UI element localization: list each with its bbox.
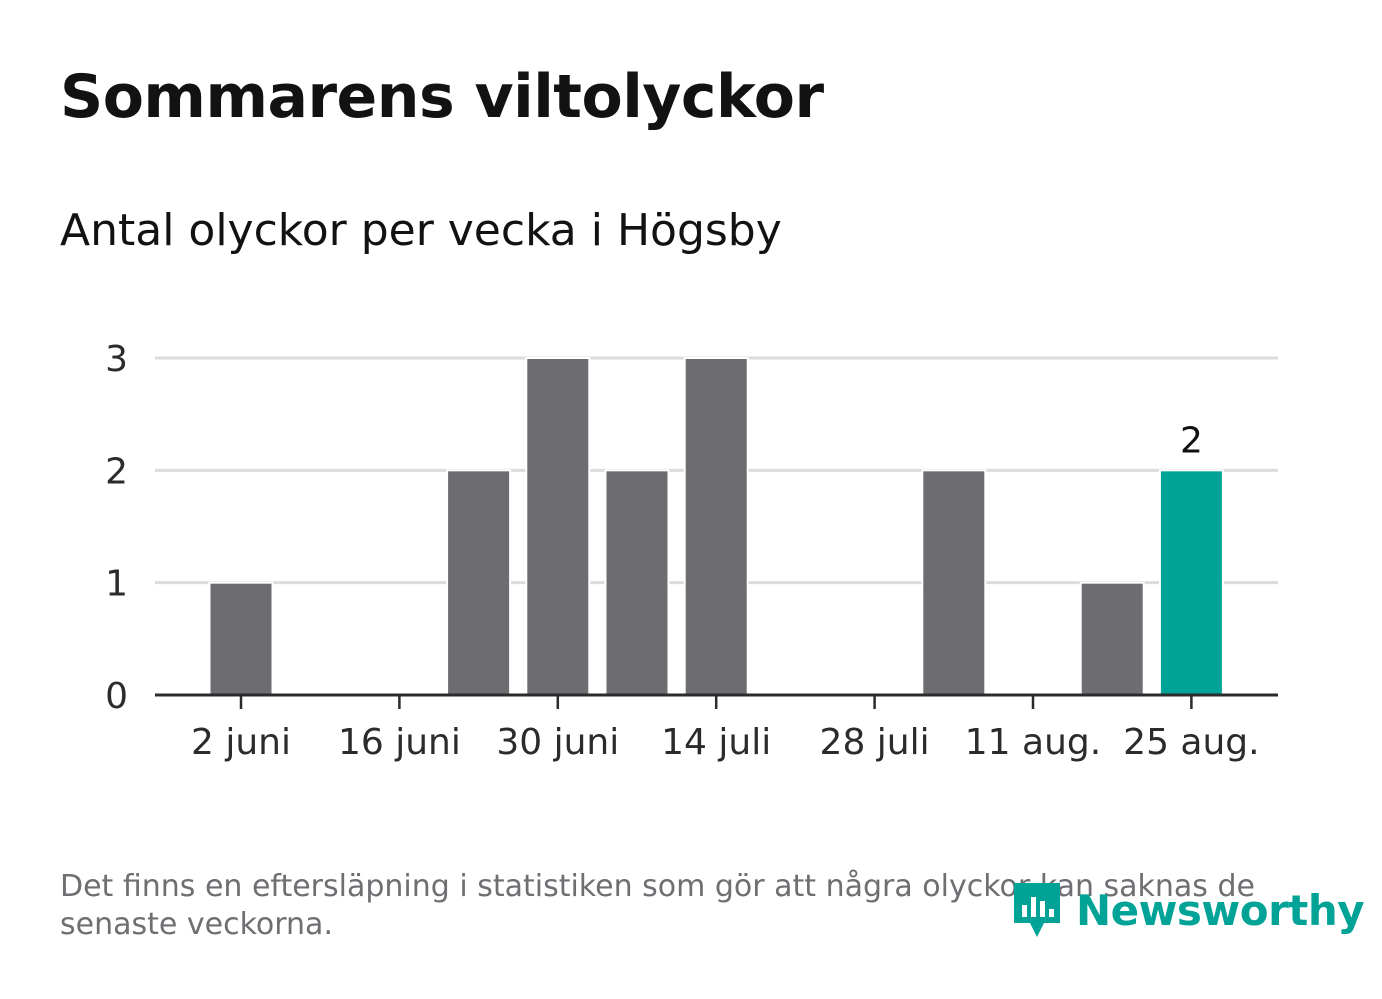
bar <box>1079 581 1145 697</box>
newsworthy-logo: Newsworthy <box>1010 878 1365 942</box>
x-tick-label: 30 juni <box>496 722 619 763</box>
x-tick-label: 2 juni <box>191 722 291 763</box>
brand-name: Newsworthy <box>1076 885 1365 935</box>
x-tick-label: 28 juli <box>820 722 930 763</box>
bar-chart: 0 1 2 3 2 juni 16 juni 30 juni 14 juli 28 juli 1… <box>105 339 1278 763</box>
x-tick-label: 25 aug. <box>1123 722 1259 763</box>
chart-title: Sommarens viltolyckor <box>60 62 824 132</box>
y-tick-label: 0 <box>105 676 128 717</box>
bar <box>921 469 987 697</box>
data-label: 2 <box>1180 420 1203 461</box>
bars <box>208 357 1224 697</box>
y-axis-labels: 0 1 2 3 <box>105 339 128 717</box>
bar <box>604 469 670 697</box>
newsworthy-logo-icon <box>1014 883 1060 937</box>
bar <box>683 357 749 696</box>
x-axis <box>155 693 1278 709</box>
y-tick-label: 2 <box>105 451 128 492</box>
bar <box>446 469 512 697</box>
x-axis-labels: 2 juni 16 juni 30 juni 14 juli 28 juli 11 aug… <box>191 722 1260 763</box>
x-tick-label: 11 aug. <box>965 722 1101 763</box>
x-tick-label: 14 juli <box>661 722 771 763</box>
bar <box>525 357 591 696</box>
y-tick-label: 3 <box>105 339 128 380</box>
x-tick-label: 16 juni <box>338 722 461 763</box>
chart-subtitle: Antal olyckor per vecka i Högsby <box>60 205 782 256</box>
y-tick-label: 1 <box>105 564 128 605</box>
bar <box>1158 469 1224 697</box>
bar <box>208 581 274 697</box>
data-labels: 2 <box>1180 420 1203 461</box>
